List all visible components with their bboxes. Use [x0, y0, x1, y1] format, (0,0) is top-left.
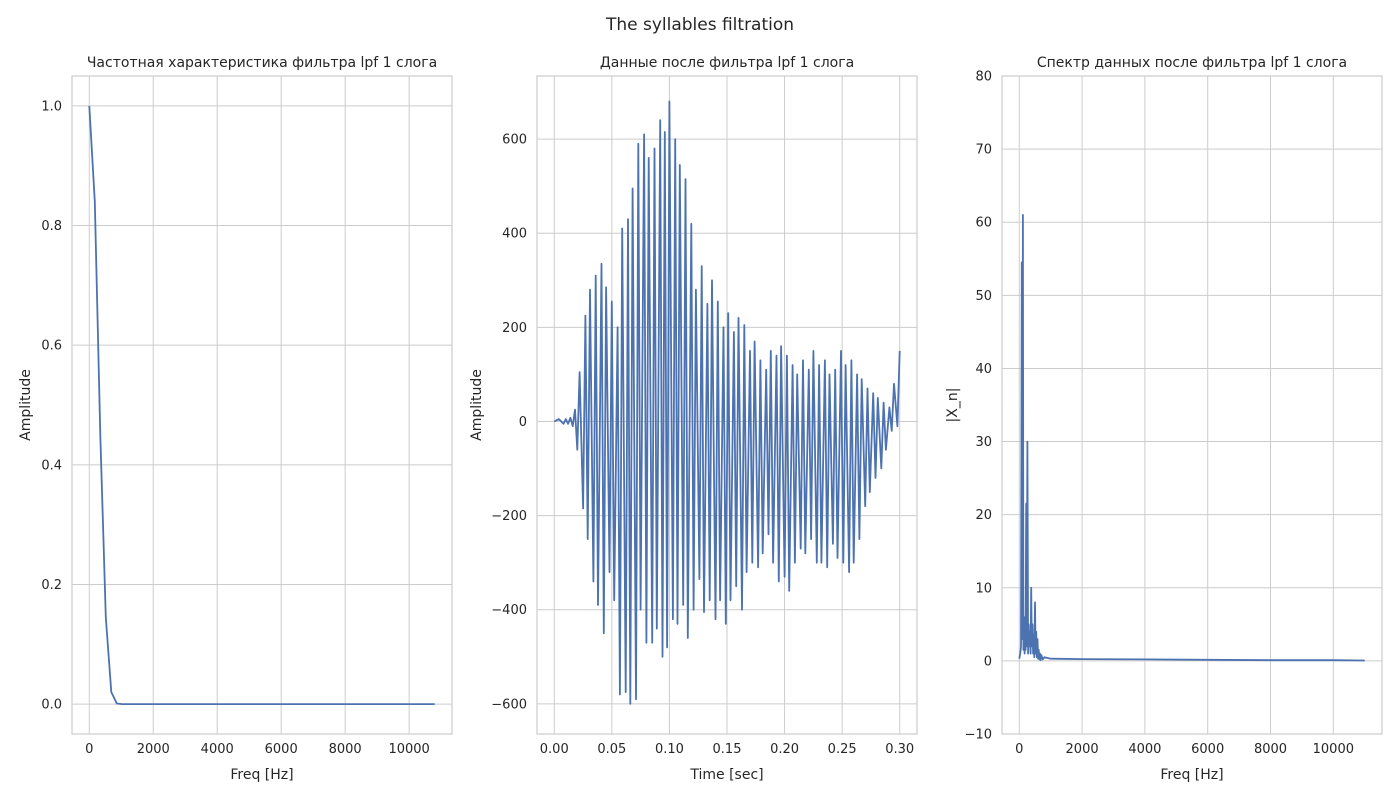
subplot-1: 0 2000 4000 6000 8000 10000 0.0 0.2 0.4 0.6 0.8 1.0… [18, 55, 453, 783]
y-tick-label: 0 [519, 415, 527, 430]
y-axis-label: Amplitude [469, 369, 485, 441]
y-tick-label: 1.0 [41, 99, 62, 114]
x-tick-label: 2000 [137, 742, 170, 757]
y-tick-label: 50 [975, 289, 992, 304]
x-tick-label: 0.20 [770, 742, 799, 757]
figure-suptitle: The syllables filtration [605, 15, 794, 35]
y-tick-label: −600 [491, 697, 527, 712]
x-tick-label: 2000 [1066, 742, 1099, 757]
y-tick-label: 80 [975, 70, 992, 85]
y-tick-label: 0.0 [41, 698, 62, 713]
x-tick-label: 0.30 [885, 742, 914, 757]
x-axis-label: Time [sec] [689, 767, 763, 783]
subplot-title: Спектр данных после фильтра lpf 1 слога [1037, 55, 1347, 71]
y-tick-label: −200 [491, 509, 527, 524]
x-tick-label: 0.10 [655, 742, 684, 757]
plot-frame [71, 75, 453, 735]
y-tick-label: 0.2 [41, 578, 62, 593]
x-tick-label: 0.15 [713, 742, 742, 757]
y-tick-label: −10 [965, 728, 992, 743]
x-axis-label: Freq [Hz] [1160, 767, 1223, 783]
y-axis-label: Amplitude [18, 369, 34, 441]
x-tick-label: 8000 [1254, 742, 1287, 757]
y-tick-label: 20 [975, 508, 992, 523]
subplot-3: 0 2000 4000 6000 8000 10000 −10 0 10 20 30 40 50 60 70… [945, 55, 1383, 783]
y-tick-label: 400 [502, 227, 527, 242]
x-tick-label: 6000 [265, 742, 298, 757]
subplot-title: Данные после фильтра lpf 1 слога [600, 55, 854, 71]
plot-frame [1001, 75, 1383, 735]
plot-frame [536, 75, 918, 735]
series-line [553, 100, 901, 705]
y-tick-label: 70 [975, 143, 992, 158]
y-tick-label: 600 [502, 133, 527, 148]
y-tick-label: 0.4 [41, 458, 62, 473]
x-tick-label: 0 [1015, 742, 1023, 757]
x-tick-label: 0.25 [828, 742, 857, 757]
x-tick-label: 6000 [1191, 742, 1224, 757]
y-tick-label: 40 [975, 362, 992, 377]
subplot-title: Частотная характеристика фильтра lpf 1 с… [87, 55, 437, 71]
y-tick-label: 30 [975, 435, 992, 450]
y-tick-label: 0.8 [41, 219, 62, 234]
x-tick-label: 10000 [1313, 742, 1354, 757]
y-tick-label: 200 [502, 321, 527, 336]
y-tick-label: −400 [491, 603, 527, 618]
y-tick-label: 0.6 [41, 339, 62, 354]
x-tick-label: 10000 [388, 742, 429, 757]
y-tick-label: 10 [975, 581, 992, 596]
x-tick-label: 0.00 [540, 742, 569, 757]
subplot-2: 0.00 0.05 0.10 0.15 0.20 0.25 0.30 −600 −400 −200… [469, 55, 918, 783]
x-axis-label: Freq [Hz] [230, 767, 293, 783]
x-tick-label: 4000 [1128, 742, 1161, 757]
y-tick-label: 0 [984, 654, 992, 669]
y-axis-label: |X_n| [945, 388, 961, 423]
x-tick-label: 4000 [201, 742, 234, 757]
x-tick-label: 0.05 [597, 742, 626, 757]
series-line [1018, 213, 1365, 662]
series-line [88, 105, 435, 705]
x-tick-label: 0 [85, 742, 93, 757]
y-tick-label: 60 [975, 216, 992, 231]
x-tick-label: 8000 [329, 742, 362, 757]
